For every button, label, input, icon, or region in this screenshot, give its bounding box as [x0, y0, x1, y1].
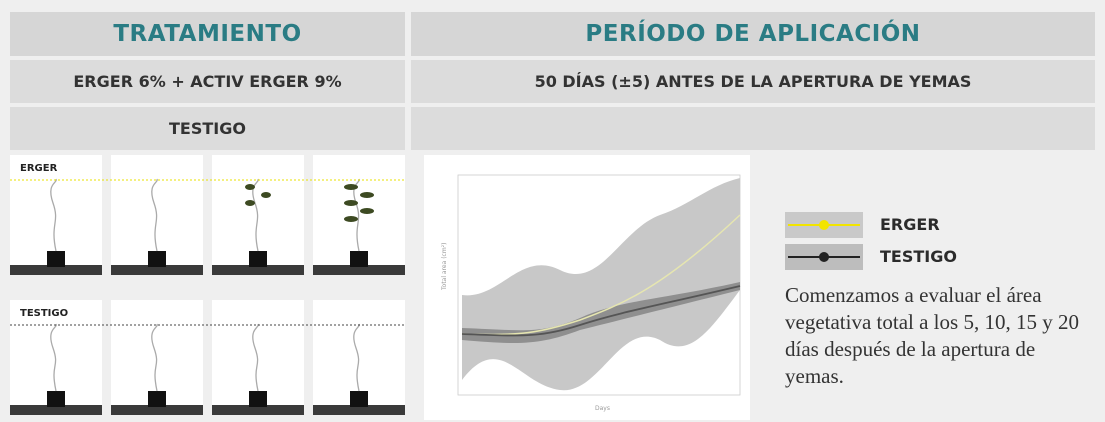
leaf [360, 192, 374, 198]
header-cell: PERÍODO DE APLICACIÓN [411, 12, 1095, 56]
header-cell: TRATAMIENTO [10, 12, 405, 56]
svg-text:Total area (cm²): Total area (cm²) [441, 243, 448, 291]
legend-label: ERGER [880, 215, 940, 234]
pot [148, 251, 166, 267]
table-cell: ERGER 6% + ACTIV ERGER 9% [10, 60, 405, 103]
table-cell-empty [411, 107, 1095, 150]
pot [249, 251, 267, 267]
leaf [360, 208, 374, 214]
leaf [261, 192, 271, 198]
leaf [344, 200, 358, 206]
leaf [245, 200, 255, 206]
pot [350, 251, 368, 267]
legend-dot [819, 220, 829, 230]
pot [47, 391, 65, 407]
page: Total area (cm²) Days TRATAMIENTO PERÍOD… [0, 0, 1105, 422]
leaf [245, 184, 255, 190]
pot [148, 391, 166, 407]
growth-chart-image: Total area (cm²) Days [424, 155, 750, 420]
leaf [344, 216, 358, 222]
legend-dot [819, 252, 829, 262]
table-cell: 50 DÍAS (±5) ANTES DE LA APERTURA DE YEM… [411, 60, 1095, 103]
description: Comenzamos a evaluar el área vegetativa … [785, 282, 1085, 390]
table-cell: TESTIGO [10, 107, 405, 150]
photo-label: ERGER [20, 163, 57, 174]
pot [47, 251, 65, 267]
photo-label: TESTIGO [20, 308, 68, 319]
pot [249, 391, 267, 407]
leaf [344, 184, 358, 190]
svg-text:Days: Days [595, 405, 610, 412]
pot [350, 391, 368, 407]
legend-label: TESTIGO [880, 247, 957, 266]
